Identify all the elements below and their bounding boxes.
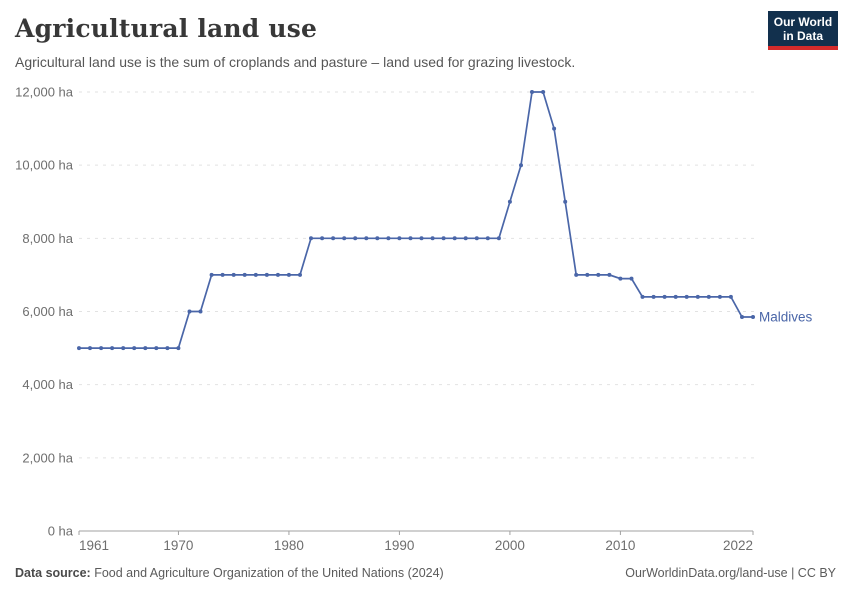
data-point bbox=[728, 294, 733, 299]
owid-logo-line2: in Data bbox=[782, 29, 823, 43]
data-point bbox=[673, 294, 678, 299]
chart-footer: Data source: Food and Agriculture Organi… bbox=[0, 566, 850, 580]
data-point bbox=[176, 346, 181, 351]
data-point bbox=[99, 346, 104, 351]
data-point bbox=[320, 236, 325, 241]
data-point bbox=[430, 236, 435, 241]
data-point bbox=[507, 199, 512, 204]
y-tick-label: 10,000 ha bbox=[15, 158, 74, 173]
data-point bbox=[574, 272, 579, 277]
owid-logo[interactable]: Our World in Data bbox=[768, 11, 838, 50]
y-tick-label: 12,000 ha bbox=[15, 85, 74, 100]
data-point bbox=[706, 294, 711, 299]
x-tick-label: 1961 bbox=[79, 538, 109, 553]
data-point bbox=[286, 272, 291, 277]
data-point bbox=[596, 272, 601, 277]
data-point bbox=[695, 294, 700, 299]
data-point bbox=[298, 272, 302, 277]
data-point bbox=[253, 272, 258, 277]
data-point bbox=[419, 236, 424, 241]
data-point bbox=[629, 276, 634, 281]
data-point bbox=[110, 346, 115, 351]
data-point bbox=[519, 163, 523, 168]
data-source-note: Data source: Food and Agriculture Organi… bbox=[15, 566, 444, 580]
data-point bbox=[541, 90, 546, 94]
data-point bbox=[397, 236, 402, 241]
data-point bbox=[309, 236, 313, 241]
data-point bbox=[552, 126, 557, 131]
data-point bbox=[275, 272, 280, 277]
x-tick-label: 1980 bbox=[274, 538, 304, 553]
data-point bbox=[530, 90, 534, 94]
data-point bbox=[132, 346, 137, 351]
data-point bbox=[386, 236, 391, 241]
x-tick-label: 1970 bbox=[163, 538, 193, 553]
data-source-text: Food and Agriculture Organization of the… bbox=[90, 566, 444, 580]
data-point bbox=[264, 272, 269, 277]
data-point bbox=[563, 199, 568, 204]
data-point bbox=[585, 272, 590, 277]
data-point bbox=[364, 236, 369, 241]
data-point bbox=[662, 294, 667, 299]
data-point bbox=[231, 272, 236, 277]
data-point bbox=[331, 236, 336, 241]
x-tick-label: 1990 bbox=[384, 538, 414, 553]
data-point bbox=[496, 236, 501, 241]
data-point bbox=[684, 294, 689, 299]
x-tick-label: 2022 bbox=[723, 538, 753, 553]
data-point bbox=[187, 309, 192, 314]
data-point bbox=[165, 346, 170, 351]
data-point bbox=[651, 294, 656, 299]
y-tick-label: 8,000 ha bbox=[22, 231, 73, 246]
data-point bbox=[463, 236, 468, 241]
data-source-label: Data source: bbox=[15, 566, 91, 580]
data-point bbox=[198, 309, 203, 314]
data-line[interactable] bbox=[79, 91, 753, 349]
data-point bbox=[740, 315, 744, 319]
y-tick-label: 0 ha bbox=[48, 524, 74, 539]
data-point bbox=[88, 346, 92, 351]
data-point bbox=[154, 346, 159, 351]
data-point bbox=[441, 236, 446, 241]
y-tick-label: 6,000 ha bbox=[22, 304, 73, 319]
data-point bbox=[375, 236, 380, 241]
y-tick-label: 2,000 ha bbox=[22, 450, 73, 465]
chart-subtitle: Agricultural land use is the sum of crop… bbox=[15, 54, 576, 70]
entity-label[interactable]: Maldives bbox=[759, 309, 813, 324]
data-point bbox=[143, 346, 148, 351]
data-point bbox=[474, 236, 479, 241]
chart-title: Agricultural land use bbox=[15, 14, 318, 43]
data-point bbox=[209, 272, 214, 277]
y-tick-label: 4,000 ha bbox=[22, 377, 73, 392]
owid-logo-line1: Our World bbox=[773, 15, 833, 29]
data-point bbox=[717, 294, 722, 299]
data-point bbox=[640, 294, 645, 299]
x-tick-label: 2000 bbox=[495, 538, 525, 553]
data-point bbox=[121, 346, 126, 351]
line-chart-svg[interactable]: 0 ha 2,000 ha 4,000 ha 6,000 ha 8,000 ha 10,0… bbox=[0, 85, 850, 560]
data-point bbox=[77, 346, 81, 351]
owid-link[interactable]: OurWorldinData.org/land-use | CC BY bbox=[625, 566, 836, 580]
data-point bbox=[452, 236, 457, 241]
data-point bbox=[220, 272, 225, 277]
data-point bbox=[353, 236, 358, 241]
data-point bbox=[485, 236, 490, 241]
data-point bbox=[408, 236, 413, 241]
data-point bbox=[607, 272, 612, 277]
x-tick-label: 2010 bbox=[605, 538, 635, 553]
data-point bbox=[342, 236, 347, 241]
data-point bbox=[751, 315, 755, 319]
data-point bbox=[242, 272, 247, 277]
data-point bbox=[618, 276, 623, 281]
